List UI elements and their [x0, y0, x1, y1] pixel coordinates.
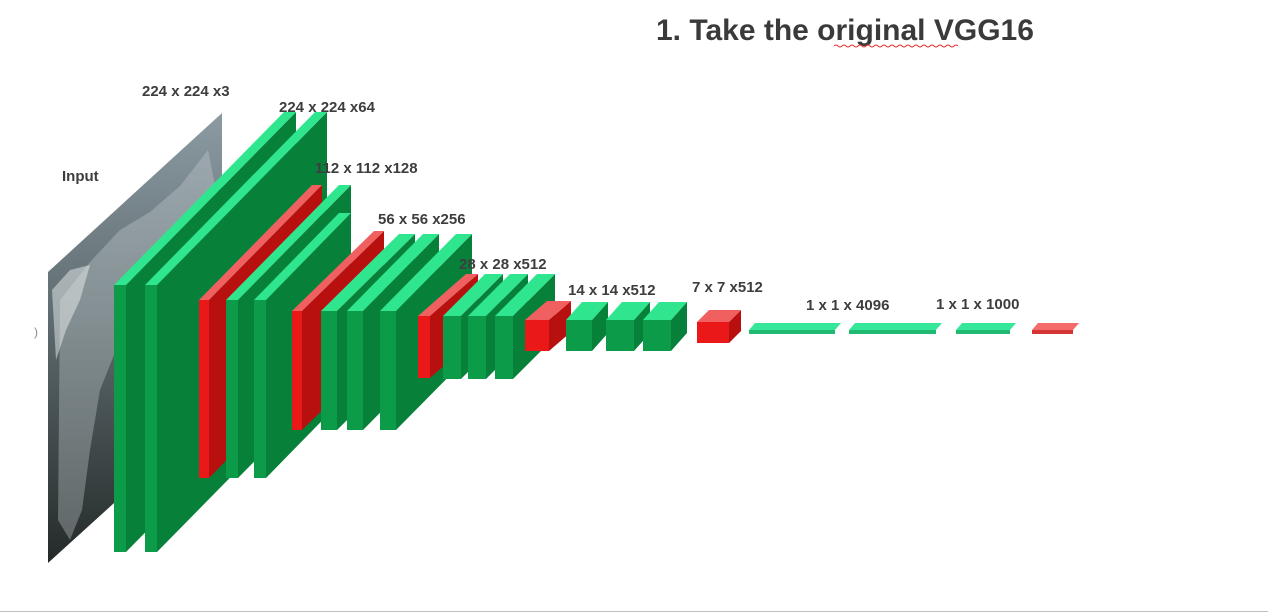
input-dim-label: 224 x 224 x3	[142, 83, 230, 100]
conv2-label: 112 x 112 x128	[315, 160, 418, 177]
pool1-top	[199, 185, 322, 300]
conv5-c-top	[643, 302, 687, 320]
conv1-label: 224 x 224 x64	[279, 99, 376, 116]
fc-label: 1 x 1 x 4096	[806, 297, 889, 314]
fc1-front	[749, 330, 835, 334]
conv3-b-top	[347, 234, 439, 311]
conv5-b-side	[634, 302, 650, 351]
pool4-front	[525, 320, 549, 351]
layer-blocks	[114, 112, 1079, 552]
output-label: 1 x 1 x 1000	[936, 296, 1019, 313]
pool3-front	[418, 316, 430, 378]
conv1-b-top	[145, 112, 327, 285]
conv5-c-front	[643, 320, 671, 351]
pool3-top	[418, 274, 478, 316]
conv4-a-front	[443, 316, 461, 379]
conv5-b-top	[606, 302, 650, 320]
fc2-front	[849, 330, 936, 334]
conv4-label: 28 x 28 x512	[459, 256, 547, 273]
conv4-b-front	[468, 316, 486, 379]
conv2-b-top	[254, 213, 351, 300]
input-label: Input	[62, 168, 99, 185]
conv5-label: 14 x 14 x512	[568, 282, 656, 299]
conv2-a-top	[226, 185, 351, 300]
fc1-top	[749, 323, 841, 330]
conv3-label: 56 x 56 x256	[378, 211, 466, 228]
fc3-front	[956, 330, 1010, 334]
conv5-a-top	[566, 302, 608, 320]
conv2-b-front	[254, 300, 266, 478]
conv5-a-side	[592, 302, 608, 351]
conv1-b-front	[145, 285, 157, 552]
pool2-front	[292, 311, 302, 430]
conv5-b-front	[606, 320, 634, 351]
conv4-c-top	[495, 274, 555, 316]
softmax-front	[1032, 330, 1073, 334]
conv4-a-top	[443, 274, 503, 316]
pool5-top	[697, 310, 741, 322]
fc2-top	[849, 323, 942, 330]
conv5-a-front	[566, 320, 592, 351]
diagram-title: 1. Take the original VGG16	[656, 14, 1034, 47]
conv3-c-top	[380, 234, 472, 311]
conv2-a-front	[226, 300, 238, 478]
spellcheck-underline	[833, 44, 959, 48]
pool5-front	[697, 322, 729, 343]
conv3-b-front	[347, 311, 363, 430]
softmax-top	[1032, 323, 1079, 330]
fc3-top	[956, 323, 1016, 330]
conv1-a-front	[114, 285, 126, 552]
conv4-c-front	[495, 316, 513, 379]
left-edge-mark: )	[34, 325, 38, 339]
pool5-side	[729, 310, 741, 343]
pool2-top	[292, 231, 384, 311]
conv4-b-top	[468, 274, 528, 316]
conv3-c-front	[380, 311, 396, 430]
pool4-side	[549, 301, 571, 351]
conv5-c-side	[671, 302, 687, 351]
conv3-a-front	[321, 311, 337, 430]
conv3-a-top	[321, 234, 415, 311]
pool4-top	[525, 301, 571, 320]
conv1-a-top	[114, 112, 296, 285]
pool1-front	[199, 300, 209, 478]
pool5-label: 7 x 7 x512	[692, 279, 763, 296]
bottom-rule	[0, 611, 1268, 612]
